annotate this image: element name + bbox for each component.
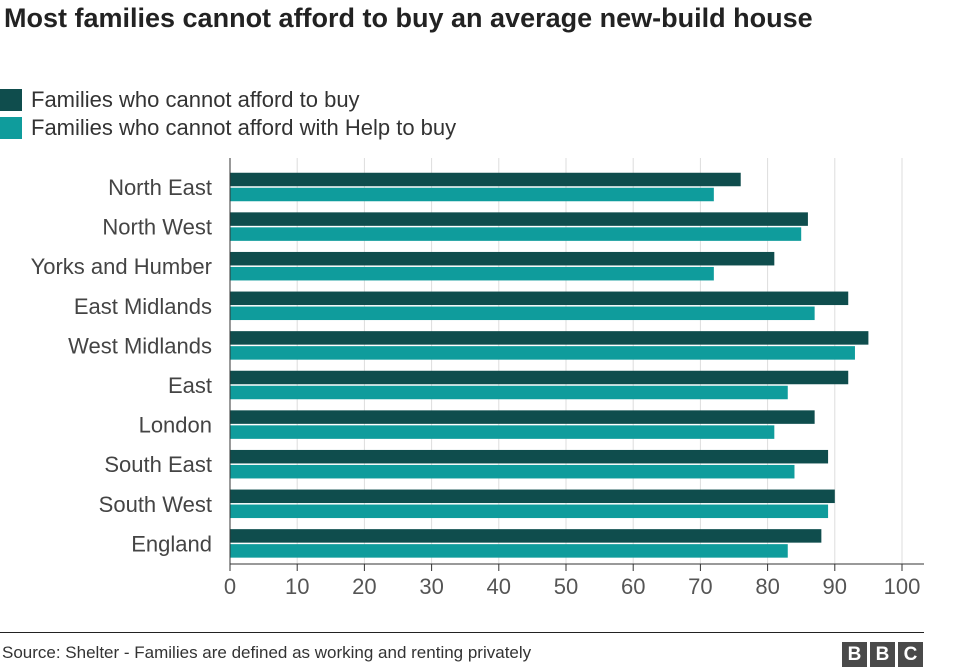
x-tick-label: 90 (823, 574, 847, 599)
bar (230, 212, 808, 226)
category-label: East (168, 373, 212, 398)
source-note: Source: Shelter - Families are defined a… (2, 643, 532, 662)
bar (230, 306, 815, 321)
bbc-logo: B B C (842, 642, 923, 667)
category-label: South West (99, 492, 212, 517)
category-label: North East (108, 175, 212, 200)
category-label: South East (104, 452, 212, 477)
bar (230, 464, 795, 479)
bbc-logo-letter: B (870, 642, 895, 667)
x-tick-label: 40 (487, 574, 511, 599)
bar (230, 544, 788, 558)
bar (230, 410, 815, 424)
bar (230, 449, 829, 464)
legend-item-cannot-afford: Families who cannot afford to buy (0, 86, 456, 114)
category-label: North West (102, 215, 212, 240)
bbc-logo-letter: B (842, 642, 867, 667)
bar (230, 370, 849, 385)
bar (230, 227, 802, 241)
legend-swatch-help-to-buy (0, 117, 22, 139)
x-tick-label: 60 (621, 574, 645, 599)
category-label: London (139, 413, 212, 438)
bbc-logo-letter: C (898, 642, 923, 667)
bar (230, 529, 822, 543)
category-label: East Midlands (74, 294, 212, 319)
category-label: England (131, 531, 212, 556)
bar (230, 172, 741, 187)
legend-item-help-to-buy: Families who cannot afford with Help to … (0, 114, 456, 142)
bar (230, 251, 775, 266)
legend-label-help-to-buy: Families who cannot afford with Help to … (31, 115, 457, 140)
x-tick-label: 70 (688, 574, 712, 599)
bar (230, 346, 855, 360)
x-tick-label: 10 (285, 574, 309, 599)
chart-title: Most families cannot afford to buy an av… (4, 3, 813, 33)
legend-label-cannot-afford: Families who cannot afford to buy (31, 87, 360, 112)
legend-swatch-cannot-afford (0, 89, 22, 111)
footer-divider (0, 632, 924, 633)
bar (230, 504, 829, 519)
legend: Families who cannot afford to buy Famili… (0, 86, 456, 142)
bar-chart: North East North West Yorks and Humber East… (31, 158, 924, 599)
x-tick-label: 80 (755, 574, 779, 599)
bar (230, 331, 869, 345)
x-tick-label: 50 (554, 574, 578, 599)
x-tick-label: 0 (224, 574, 236, 599)
bar (230, 489, 835, 504)
x-tick-label: 30 (419, 574, 443, 599)
category-label: Yorks and Humber (31, 254, 212, 279)
category-label: West Midlands (68, 333, 212, 358)
bar (230, 425, 775, 439)
bar (230, 187, 714, 202)
bar (230, 291, 849, 306)
x-tick-label: 20 (352, 574, 376, 599)
x-tick-label: 100 (884, 574, 921, 599)
bar (230, 266, 714, 281)
bar (230, 385, 788, 400)
